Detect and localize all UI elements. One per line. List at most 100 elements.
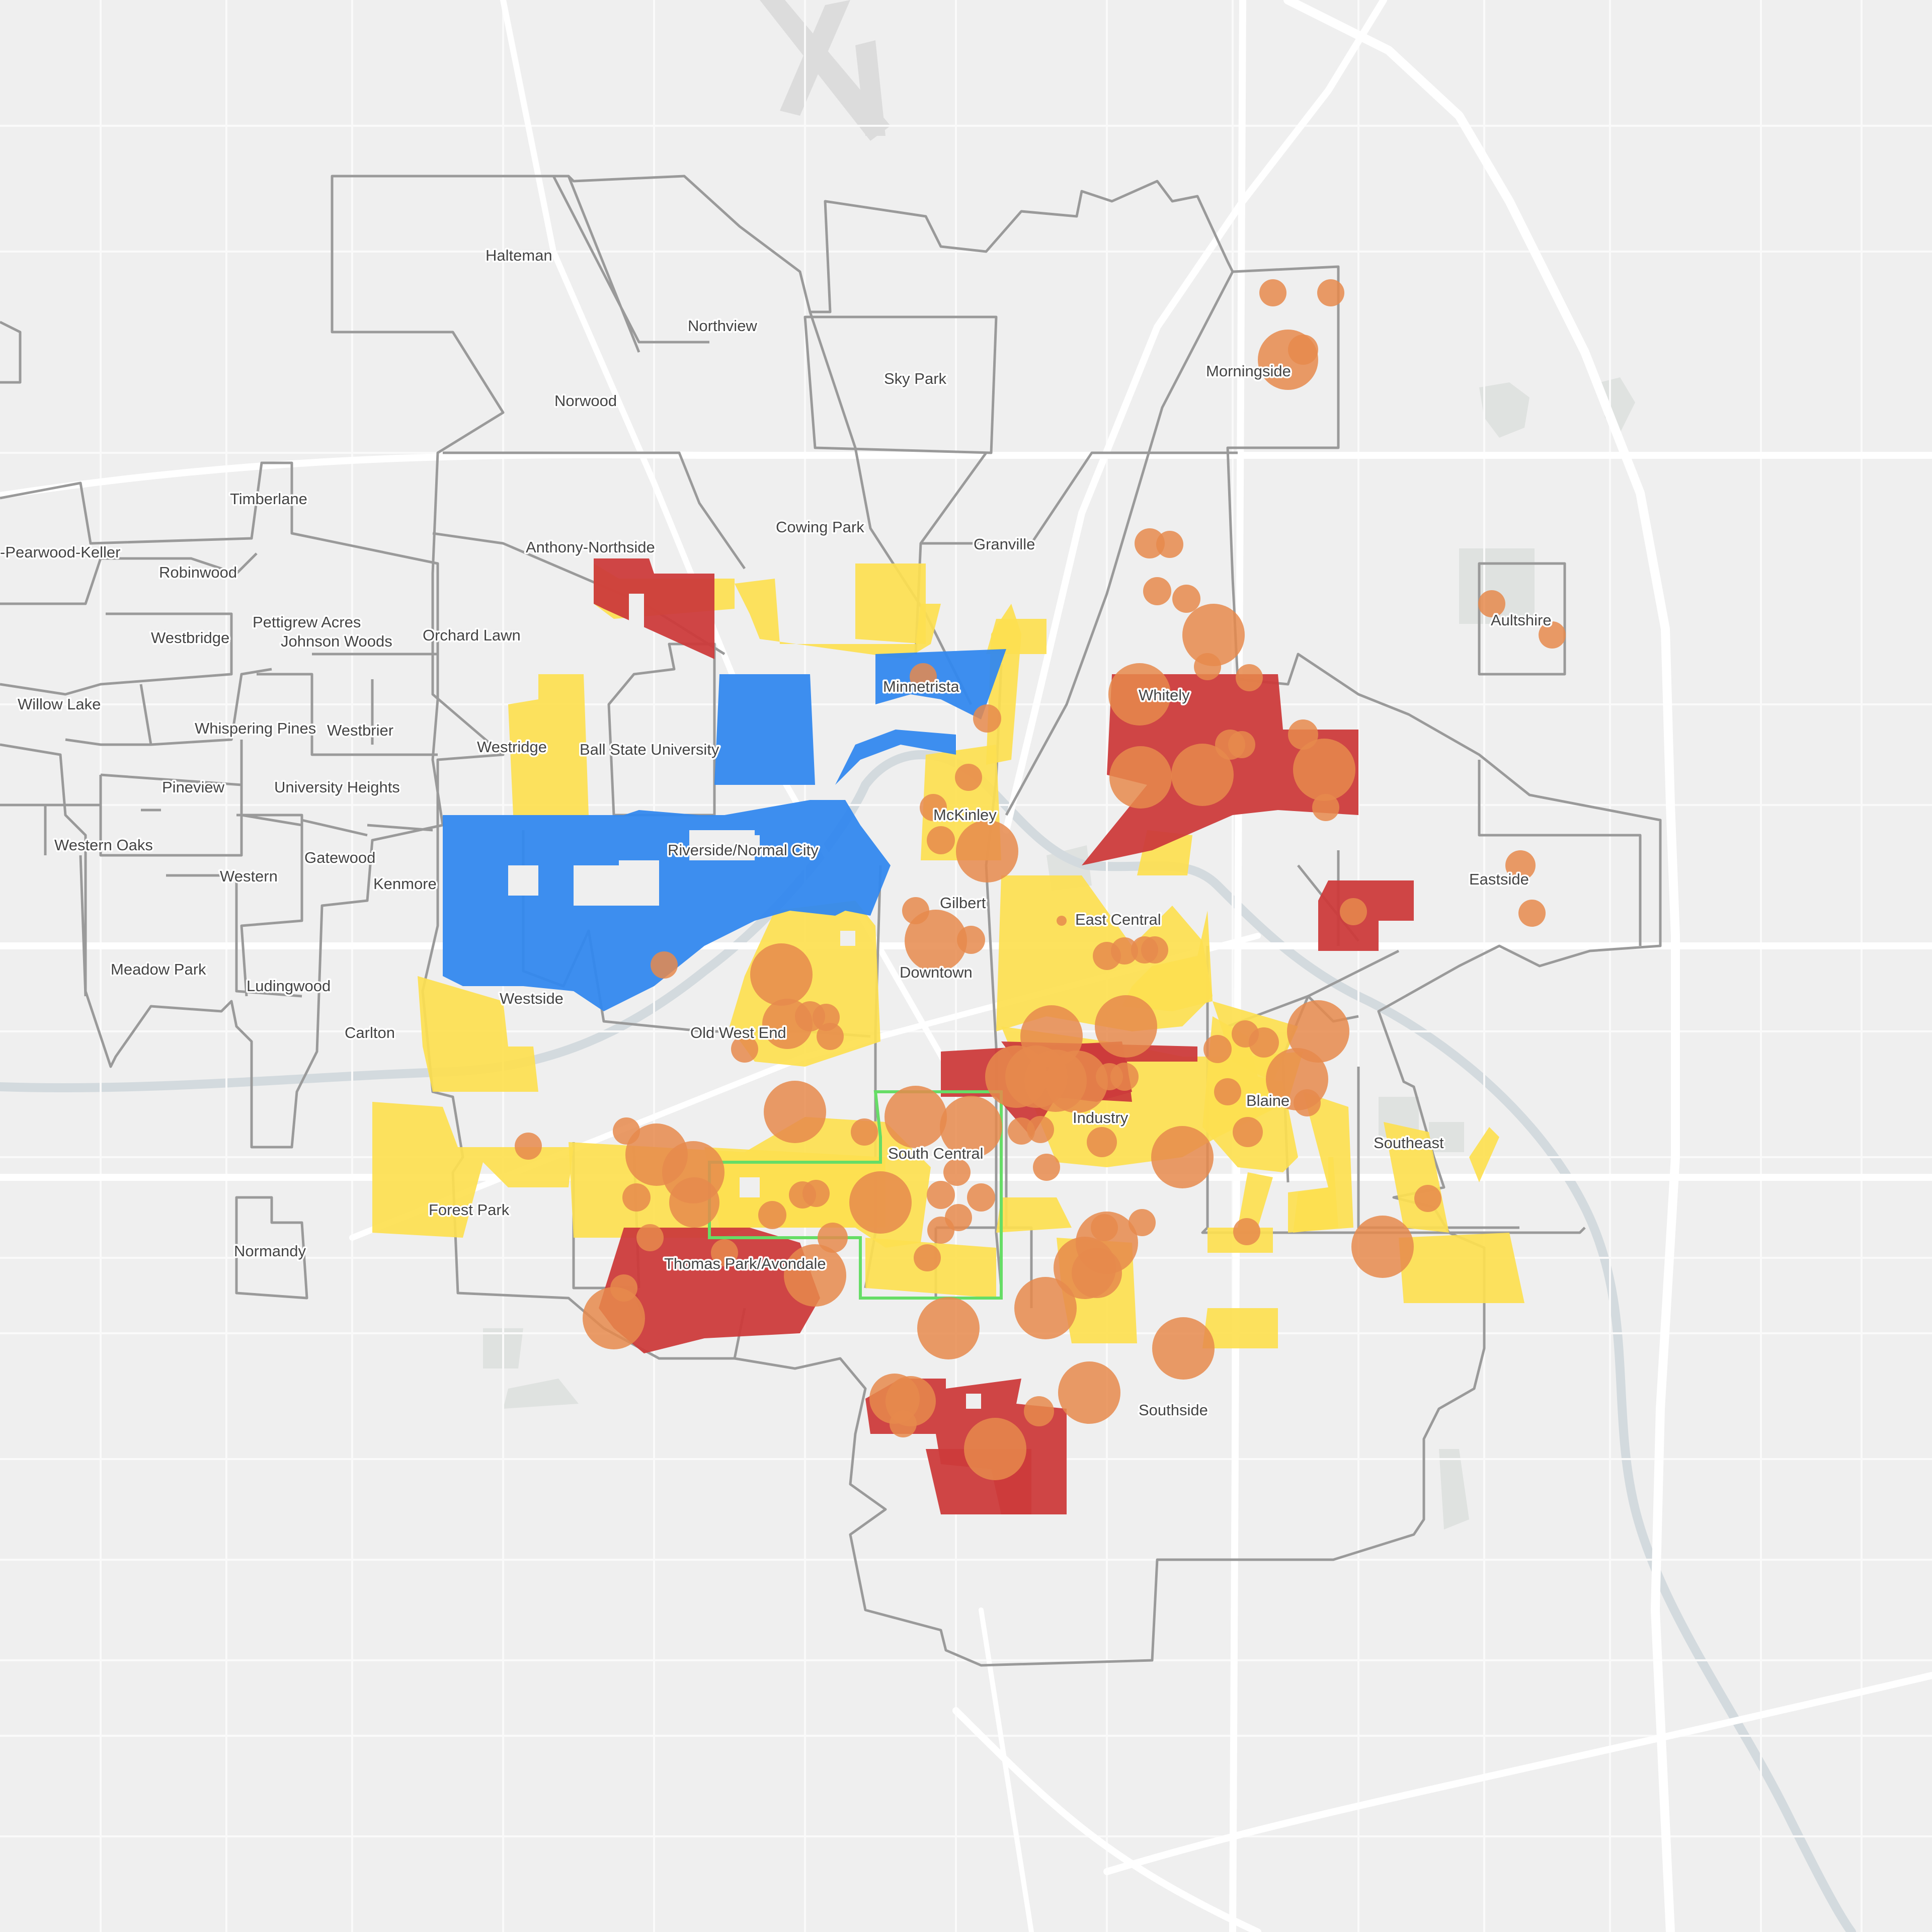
data-point	[964, 1418, 1026, 1480]
label-cowing-park: Cowing Park	[776, 518, 864, 536]
data-point	[1027, 1116, 1054, 1143]
data-point	[817, 1023, 844, 1050]
label-industry: Industry	[1073, 1109, 1129, 1126]
label-university-heights: University Heights	[274, 778, 400, 796]
label-halteman: Halteman	[486, 247, 552, 264]
data-point	[890, 1410, 917, 1437]
data-point	[1033, 1154, 1060, 1181]
label-westbridge: Westbridge	[151, 629, 229, 647]
data-point	[1096, 1063, 1123, 1090]
label-downtown: Downtown	[900, 963, 973, 981]
data-point	[884, 1086, 947, 1148]
data-point	[957, 926, 985, 954]
data-point	[1233, 1117, 1263, 1147]
label-kenmore: Kenmore	[373, 875, 437, 893]
data-point	[731, 1035, 758, 1063]
label-eastside: Eastside	[1469, 870, 1529, 888]
data-point	[1414, 1185, 1441, 1212]
label-westside: Westside	[500, 990, 564, 1007]
data-point	[669, 1177, 719, 1228]
label-granville: Granville	[974, 535, 1035, 553]
label-blaine: Blaine	[1246, 1092, 1290, 1109]
data-point	[1249, 1027, 1279, 1058]
data-point	[711, 1239, 738, 1266]
data-point	[1214, 1078, 1241, 1105]
label-willow-lake: Willow Lake	[18, 695, 101, 713]
data-point	[1203, 1035, 1232, 1063]
highlight-outline	[708, 1090, 1003, 1300]
data-point	[1259, 279, 1286, 306]
label-normandy: Normandy	[234, 1242, 306, 1260]
data-point	[784, 1244, 846, 1307]
data-point	[764, 1081, 826, 1143]
data-point	[1312, 794, 1339, 821]
label-thomas-park-avondale: Thomas Park/Avondale	[664, 1255, 826, 1272]
label-meadow-park: Meadow Park	[111, 960, 206, 978]
data-point	[1182, 604, 1245, 666]
data-point	[973, 704, 1001, 733]
label-riverside-normal-city: Riverside/Normal City	[668, 841, 819, 859]
data-point	[1054, 1237, 1116, 1299]
data-point	[917, 1297, 980, 1359]
label-south-central: South Central	[888, 1145, 984, 1162]
data-point	[1172, 585, 1200, 613]
label-old-west-end: Old West End	[690, 1024, 786, 1041]
data-point	[1288, 335, 1318, 365]
data-point	[1095, 995, 1157, 1058]
data-point	[955, 764, 982, 791]
data-point	[940, 1096, 1002, 1158]
data-point	[1091, 1214, 1118, 1241]
data-point	[1236, 664, 1263, 691]
data-point	[1478, 590, 1505, 617]
data-point	[1156, 531, 1183, 558]
data-point	[1152, 1317, 1215, 1380]
point-markers	[515, 279, 1566, 1480]
label-ludingwood: Ludingwood	[247, 977, 331, 995]
data-point	[1233, 1218, 1260, 1245]
data-point	[1151, 1126, 1214, 1188]
data-point	[1171, 744, 1234, 806]
data-point	[1058, 1361, 1120, 1424]
blue-zones	[443, 649, 1006, 1011]
data-point	[920, 794, 947, 821]
label-minnetrista: Minnetrista	[883, 678, 959, 695]
data-point	[1108, 663, 1171, 726]
data-point	[1129, 1209, 1156, 1236]
label-western: Western	[220, 867, 278, 885]
airport-runways	[760, 0, 891, 141]
data-point	[927, 1217, 954, 1244]
zone-gaps	[508, 594, 981, 1409]
label-northview: Northview	[688, 317, 757, 335]
data-point	[914, 1244, 941, 1271]
data-point	[1518, 900, 1546, 927]
data-point	[849, 1171, 912, 1234]
data-point	[583, 1287, 645, 1349]
data-point	[1045, 1051, 1108, 1113]
data-point	[1293, 739, 1355, 801]
label-johnson-woods: Johnson Woods	[281, 632, 392, 650]
label-gilbert: Gilbert	[940, 894, 986, 912]
label-southside: Southside	[1139, 1401, 1208, 1419]
label-pettigrew-acres: Pettigrew Acres	[253, 613, 361, 631]
data-point	[905, 910, 967, 972]
label-mckinley: McKinley	[933, 806, 997, 824]
label-forest-park: Forest Park	[429, 1201, 510, 1219]
data-point	[1317, 279, 1344, 306]
label-gatewood: Gatewood	[304, 849, 375, 866]
data-point	[1294, 1089, 1321, 1116]
data-point	[1109, 746, 1172, 809]
label-morningside: Morningside	[1206, 362, 1291, 380]
data-point	[818, 1223, 848, 1253]
label-orchard-lawn: Orchard Lawn	[423, 626, 521, 644]
data-point	[1111, 937, 1138, 964]
data-point	[1141, 936, 1168, 963]
label-pearwood-keller: -Pearwood-Keller	[0, 543, 121, 561]
data-point	[1135, 528, 1165, 558]
label-westbrier: Westbrier	[327, 721, 393, 739]
data-point	[802, 1180, 830, 1207]
data-point	[1194, 653, 1221, 680]
data-point	[1228, 731, 1255, 758]
label-ball-state-university: Ball State University	[580, 741, 719, 758]
data-point	[956, 820, 1018, 882]
